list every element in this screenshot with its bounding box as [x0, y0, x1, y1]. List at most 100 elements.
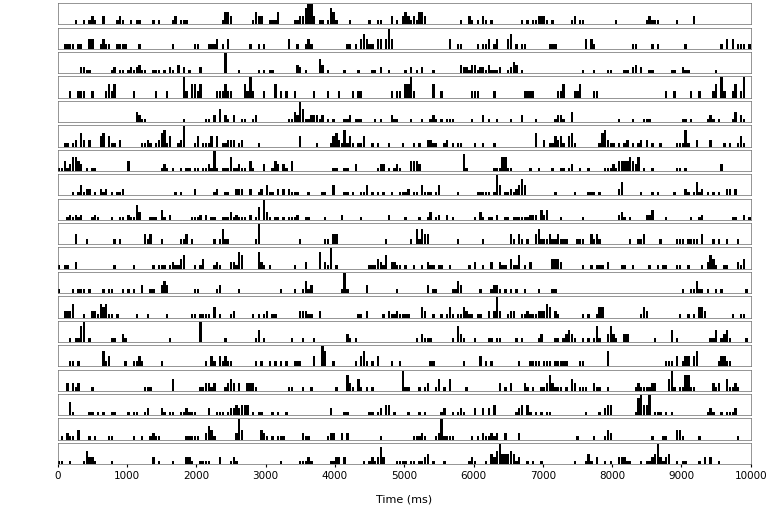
Bar — [125, 361, 127, 366]
Bar — [249, 189, 252, 196]
Bar — [515, 412, 517, 415]
Bar — [321, 21, 323, 25]
Bar — [296, 215, 299, 220]
Bar — [72, 158, 74, 172]
Bar — [58, 461, 60, 464]
Bar — [280, 361, 282, 366]
Bar — [574, 17, 576, 25]
Bar — [715, 85, 718, 98]
Bar — [490, 338, 493, 342]
Bar — [393, 168, 396, 172]
Bar — [186, 458, 188, 464]
Bar — [624, 71, 626, 74]
Bar — [299, 461, 302, 464]
Bar — [122, 218, 124, 220]
Bar — [241, 168, 243, 172]
Bar — [527, 21, 529, 25]
Bar — [546, 240, 548, 245]
Bar — [404, 266, 407, 269]
Bar — [335, 21, 337, 25]
Bar — [640, 461, 642, 464]
Bar — [399, 361, 401, 366]
Bar — [274, 361, 276, 366]
Bar — [712, 120, 715, 123]
Bar — [299, 137, 302, 147]
Bar — [385, 40, 387, 50]
Bar — [119, 240, 122, 245]
Bar — [621, 213, 623, 220]
Bar — [61, 461, 63, 464]
Bar — [113, 240, 116, 245]
Bar — [709, 458, 711, 464]
Bar — [340, 144, 343, 147]
Bar — [105, 189, 108, 196]
Bar — [446, 436, 448, 440]
Bar — [388, 168, 390, 172]
Bar — [715, 266, 718, 269]
Bar — [698, 461, 701, 464]
Bar — [638, 399, 640, 415]
Bar — [321, 192, 323, 196]
Bar — [665, 361, 668, 366]
Bar — [537, 338, 540, 342]
Bar — [560, 92, 562, 98]
Bar — [216, 263, 219, 269]
Bar — [496, 433, 498, 440]
Bar — [645, 140, 648, 147]
Bar — [513, 63, 515, 74]
Bar — [139, 66, 141, 74]
Bar — [205, 461, 207, 464]
Bar — [474, 218, 476, 220]
Bar — [263, 338, 266, 342]
Bar — [529, 92, 531, 98]
Bar — [712, 92, 715, 98]
Bar — [665, 458, 668, 464]
Bar — [111, 144, 113, 147]
Bar — [709, 116, 711, 123]
Bar — [493, 311, 496, 318]
Bar — [496, 286, 498, 294]
Bar — [352, 192, 354, 196]
Bar — [643, 387, 645, 391]
Bar — [499, 338, 501, 342]
Bar — [704, 458, 706, 464]
Bar — [152, 433, 155, 440]
Bar — [390, 92, 393, 98]
Bar — [654, 412, 656, 415]
Bar — [457, 45, 460, 50]
Bar — [210, 387, 213, 391]
Bar — [158, 21, 160, 25]
Bar — [707, 120, 709, 123]
Bar — [515, 189, 517, 196]
Bar — [83, 68, 85, 74]
Bar — [283, 218, 285, 220]
Bar — [238, 419, 240, 440]
Bar — [219, 286, 221, 294]
Bar — [316, 116, 318, 123]
Bar — [418, 436, 420, 440]
Bar — [593, 71, 595, 74]
Bar — [277, 165, 280, 172]
Bar — [463, 155, 465, 172]
Bar — [396, 461, 399, 464]
Bar — [490, 433, 493, 440]
Bar — [574, 383, 576, 391]
Bar — [532, 315, 534, 318]
Bar — [698, 436, 701, 440]
Bar — [404, 192, 407, 196]
Bar — [89, 71, 91, 74]
Bar — [177, 266, 179, 269]
Bar — [285, 361, 288, 366]
Bar — [487, 66, 490, 74]
Bar — [579, 168, 581, 172]
Bar — [612, 334, 614, 342]
Bar — [437, 433, 440, 440]
Bar — [380, 436, 382, 440]
Bar — [354, 361, 357, 366]
Bar — [554, 45, 557, 50]
Bar — [679, 144, 681, 147]
Bar — [99, 137, 102, 147]
Bar — [158, 140, 160, 147]
Bar — [654, 454, 656, 464]
Bar — [410, 68, 413, 74]
